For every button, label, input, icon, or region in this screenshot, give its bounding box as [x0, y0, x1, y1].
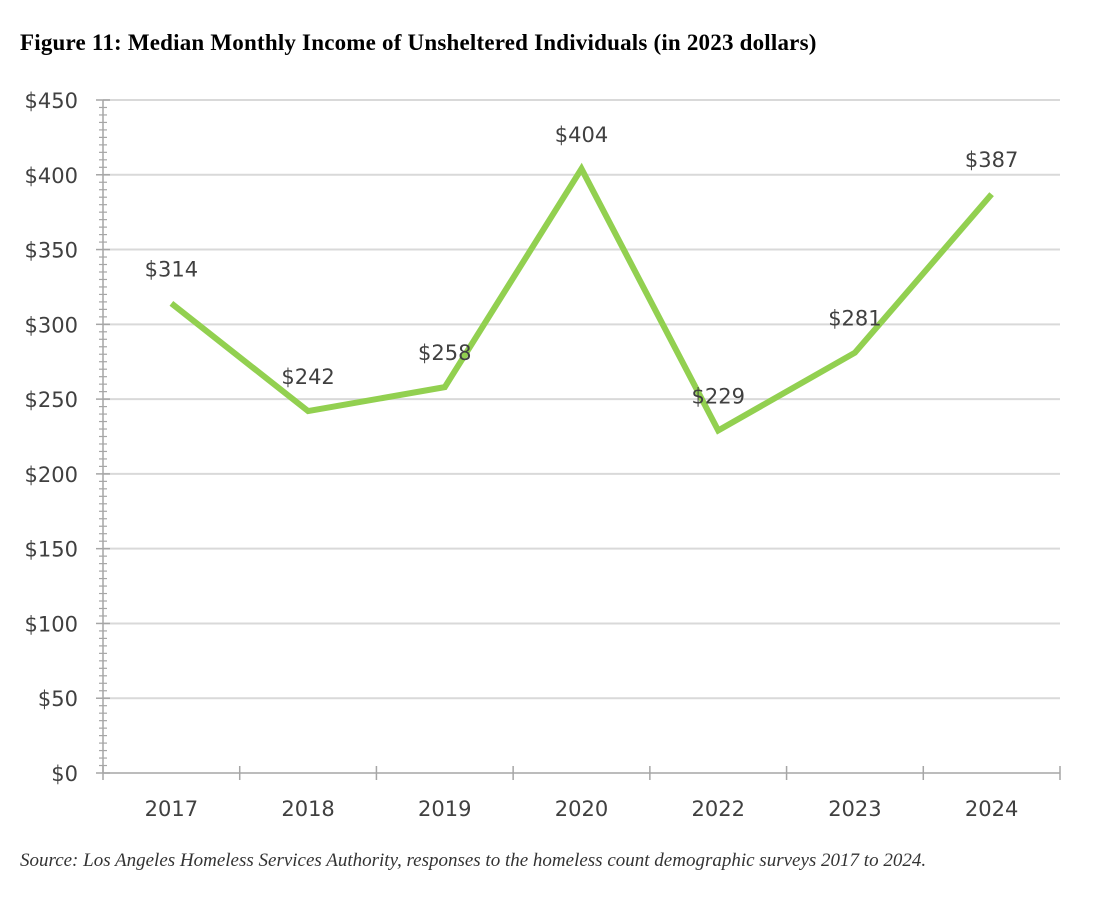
y-tick-label: $150 [25, 538, 78, 562]
x-tick-label: 2022 [691, 797, 744, 821]
chart-title: Figure 11: Median Monthly Income of Unsh… [20, 30, 817, 55]
x-axis-ticks: 2017 2018 2019 2020 2022 2023 2024 [102, 766, 1061, 821]
data-label: $404 [555, 123, 608, 147]
y-tick-label: $350 [25, 239, 78, 263]
y-tick-label: $400 [25, 164, 78, 188]
y-tick-label: $50 [38, 687, 78, 711]
data-label: $281 [828, 307, 881, 331]
gridlines [103, 99, 1060, 700]
x-tick-label: 2020 [555, 797, 608, 821]
x-tick-label: 2019 [418, 797, 471, 821]
y-tick-label: $0 [51, 762, 78, 786]
data-label: $387 [965, 148, 1018, 172]
series-lines [169, 162, 994, 435]
source-note: Source: Los Angeles Homeless Services Au… [20, 850, 927, 871]
data-label: $242 [281, 365, 334, 389]
data-labels: $314 $242 $258 $404 $229 $281 $387 [145, 123, 1019, 409]
axes [102, 100, 1060, 774]
y-tick-label: $250 [25, 388, 78, 412]
series-line [169, 162, 994, 435]
y-tick-label: $450 [25, 89, 78, 113]
y-tick-label: $300 [25, 313, 78, 337]
y-tick-label: $200 [25, 463, 78, 487]
x-tick-label: 2023 [828, 797, 881, 821]
x-tick-label: 2017 [145, 797, 198, 821]
data-label: $258 [418, 341, 471, 365]
y-tick-label: $100 [25, 612, 78, 636]
data-label: $229 [691, 385, 744, 409]
y-axis-ticks: $0 $50 $100 $150 $200 $250 $300 $350 $400 $450 [25, 89, 110, 786]
x-tick-label: 2018 [281, 797, 334, 821]
data-label: $314 [145, 257, 198, 281]
x-tick-label: 2024 [965, 797, 1018, 821]
